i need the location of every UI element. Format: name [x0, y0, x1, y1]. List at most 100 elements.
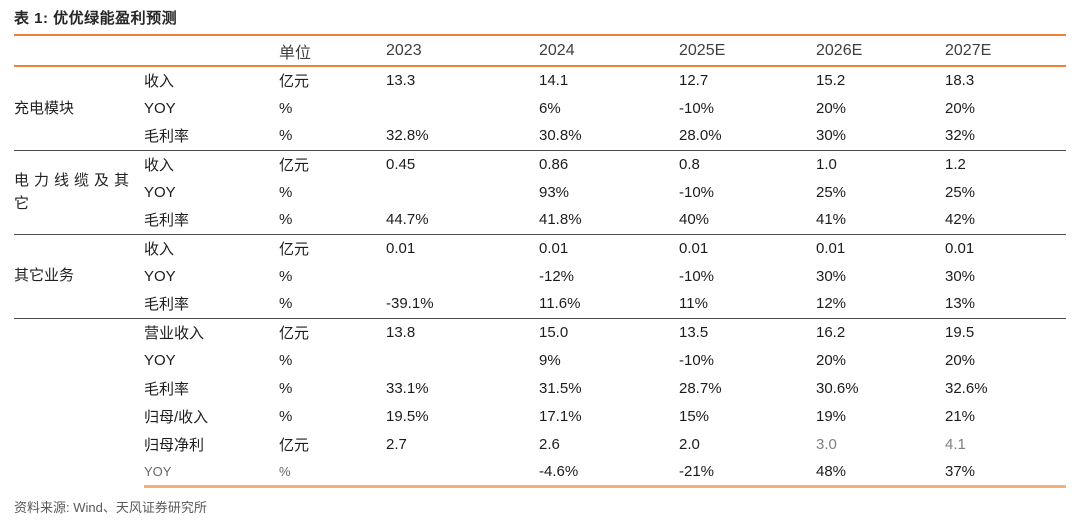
- table-row: 营业收入 亿元 13.8 15.0 13.5 16.2 19.5: [14, 317, 1066, 486]
- value-cell: 17.1%: [539, 407, 582, 425]
- value-cell: 42%: [945, 211, 976, 229]
- value-cell: -10%: [679, 267, 715, 285]
- unit-label: %: [279, 267, 293, 285]
- metric-label: 收入: [144, 149, 279, 178]
- value-cell: 13%: [945, 295, 976, 313]
- value-cell: 11%: [679, 295, 708, 313]
- profit-forecast-table: 单位 2023 2024 2025E 2026E 2027E 充电模块 收入 亿…: [14, 36, 1066, 488]
- value-cell: 33.1%: [386, 379, 429, 397]
- year-header: 2026E: [816, 36, 945, 67]
- unit-label: %: [279, 295, 293, 313]
- value-cell: [386, 178, 539, 206]
- source-note: 资料来源: Wind、天风证券研究所: [14, 499, 207, 515]
- metric-label: 毛利率: [144, 128, 190, 146]
- unit-label: %: [279, 99, 293, 117]
- unit-header: 单位: [279, 36, 386, 67]
- value-cell: 12%: [816, 295, 847, 313]
- value-cell: 1.0: [816, 149, 945, 178]
- header-spacer: [14, 36, 144, 67]
- year-header: 2023: [386, 36, 539, 67]
- table-row: 其它业务 收入 亿元 0.01 0.01 0.01 0.01 0.01: [14, 233, 1066, 318]
- unit-label: 亿元: [279, 149, 386, 178]
- value-cell: 13.8: [386, 317, 539, 346]
- value-cell: [386, 346, 539, 374]
- metric-label: YOY: [144, 458, 279, 488]
- metric-label: 收入: [144, 73, 175, 90]
- value-cell: -21%: [679, 458, 816, 488]
- value-cell: 19%: [816, 407, 847, 425]
- metric-label: 毛利率: [144, 380, 190, 398]
- value-cell: [386, 262, 539, 290]
- metric-label: 收入: [144, 233, 279, 262]
- header-spacer: [144, 36, 279, 67]
- value-cell: 0.01: [386, 233, 539, 262]
- value-cell: -10%: [679, 183, 715, 201]
- value-cell: 0.01: [945, 233, 1066, 262]
- value-cell: -12%: [539, 267, 575, 285]
- metric-label: 归母/收入: [144, 408, 209, 426]
- value-cell: 15.2: [816, 72, 846, 89]
- group-label: [14, 317, 144, 486]
- value-cell: 12.7: [679, 72, 709, 89]
- group-label: 充电模块: [14, 99, 75, 117]
- value-cell: 19.5: [945, 317, 1066, 346]
- value-cell: 37%: [945, 458, 1066, 488]
- value-cell: 48%: [816, 458, 945, 488]
- value-cell: -10%: [679, 99, 715, 117]
- table-row: YOY % 93% -10% 25% 25%: [14, 178, 1066, 206]
- metric-label: YOY: [144, 183, 176, 201]
- metric-label: 毛利率: [144, 212, 190, 230]
- value-cell: 20%: [816, 351, 847, 369]
- value-cell: 16.2: [816, 317, 945, 346]
- table-row: 归母/收入 % 19.5% 17.1% 15% 19% 21%: [14, 402, 1066, 430]
- table-row: YOY % 6% -10% 20% 20%: [14, 94, 1066, 122]
- value-cell: 40%: [679, 211, 710, 229]
- value-cell: 20%: [945, 351, 976, 369]
- value-cell: 30%: [816, 127, 847, 145]
- group-label: 其它业务: [14, 233, 144, 318]
- value-cell-muted: 3.0: [816, 435, 837, 453]
- value-cell: 28.0%: [679, 127, 722, 145]
- year-header: 2027E: [945, 36, 1066, 67]
- value-cell: 28.7%: [679, 379, 722, 397]
- table-row: 毛利率 % 32.8% 30.8% 28.0% 30% 32%: [14, 122, 1066, 150]
- unit-label: %: [279, 351, 293, 369]
- value-cell: 13.3: [386, 72, 416, 89]
- table-row: 归母净利 亿元 2.7 2.6 2.0 3.0 4.1: [14, 430, 1066, 458]
- value-cell: 30.8%: [539, 127, 582, 145]
- unit-label: 亿元: [279, 73, 310, 90]
- value-cell: 41.8%: [539, 211, 582, 229]
- table-row: 电力线缆及其它 收入 亿元 0.45 0.86 0.8 1.0 1.2: [14, 149, 1066, 234]
- table-title: 表 1: 优优绿能盈利预测: [14, 7, 1066, 36]
- table-row: YOY % -4.6% -21% 48% 37%: [14, 458, 1066, 488]
- value-cell: 30%: [945, 267, 976, 285]
- value-cell: 20%: [816, 99, 847, 117]
- unit-label: %: [279, 183, 293, 201]
- value-cell: -4.6%: [539, 458, 679, 488]
- table-row: 毛利率 % 33.1% 31.5% 28.7% 30.6% 32.6%: [14, 374, 1066, 402]
- value-cell: 0.01: [539, 233, 679, 262]
- header-row: 单位 2023 2024 2025E 2026E 2027E: [14, 36, 1066, 67]
- metric-label: YOY: [144, 267, 176, 285]
- value-cell: 1.2: [945, 149, 1066, 178]
- unit-label: 亿元: [279, 233, 386, 262]
- value-cell: 32.6%: [945, 379, 988, 397]
- unit-label: %: [279, 407, 293, 425]
- value-cell: 0.86: [539, 149, 679, 178]
- value-cell: 19.5%: [386, 407, 429, 425]
- table-row: YOY % 9% -10% 20% 20%: [14, 346, 1066, 374]
- value-cell: 0.01: [816, 233, 945, 262]
- value-cell: [386, 94, 539, 122]
- value-cell: 15.0: [539, 317, 679, 346]
- unit-label: 亿元: [279, 436, 310, 454]
- value-cell: 2.0: [679, 435, 700, 453]
- table-row: 充电模块 收入 亿元 13.3 14.1 12.7 15.2 18.3: [14, 66, 1066, 117]
- unit-label: %: [279, 379, 293, 397]
- value-cell-muted: 4.1: [945, 435, 966, 453]
- value-cell: 0.01: [679, 233, 816, 262]
- unit-label: %: [279, 458, 386, 488]
- year-header: 2025E: [679, 36, 816, 67]
- value-cell: [386, 458, 539, 488]
- unit-label: %: [279, 127, 293, 145]
